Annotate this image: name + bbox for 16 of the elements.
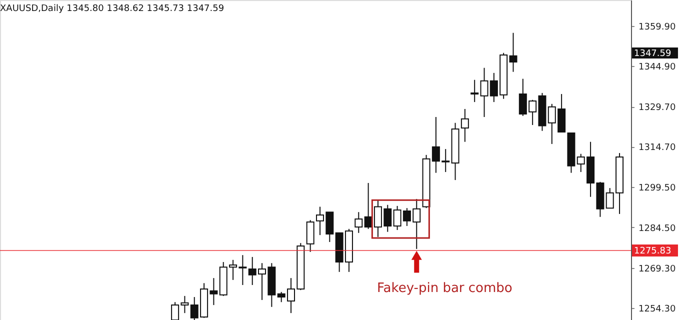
y-tick-label: 1269.30: [638, 264, 676, 274]
y-tick-label: 1284.50: [638, 224, 676, 234]
chart-title: XAUUSD,Daily 1345.80 1348.62 1345.73 1347.59: [0, 4, 224, 14]
candlestick: [460, 108, 469, 142]
ref-line-label: 1275.83: [634, 246, 672, 256]
y-tick-label: 1254.30: [638, 304, 676, 314]
text: 1347.59: [634, 49, 672, 59]
candlestick: [354, 212, 363, 234]
y-tick-label: 1329.70: [638, 103, 676, 114]
candlestick: [470, 79, 479, 103]
y-tick-label: 1344.90: [638, 62, 676, 72]
y-tick-label: 1299.50: [638, 184, 676, 194]
y-tick-label: 1314.70: [638, 143, 676, 154]
y-tick-label: 1359.90: [638, 22, 676, 32]
annotation: Fakey-pin bar combo: [377, 281, 512, 296]
candlestick: [306, 220, 314, 252]
